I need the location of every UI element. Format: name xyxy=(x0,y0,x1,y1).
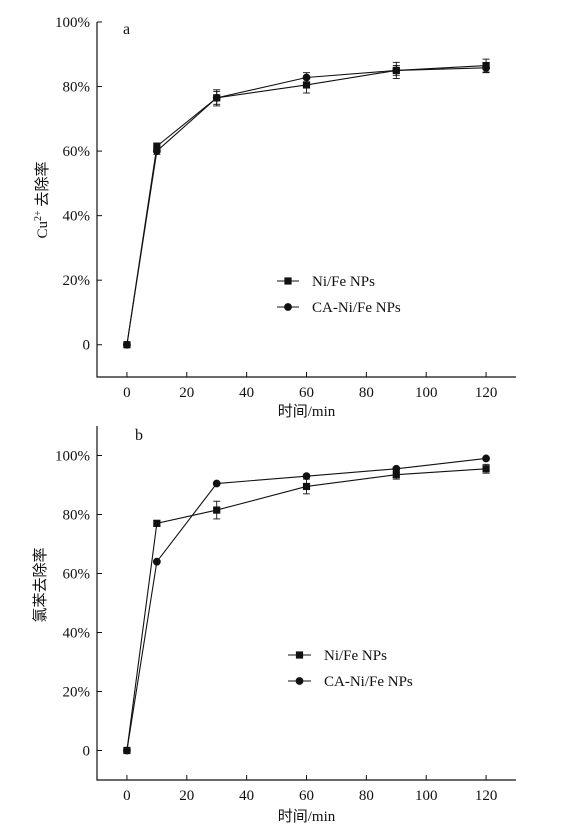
data-point-square xyxy=(482,465,490,473)
legend: Ni/Fe NPs CA-Ni/Fe NPs xyxy=(277,274,401,316)
data-point-circle xyxy=(392,66,401,75)
data-point-circle xyxy=(152,557,161,566)
y-tick-label: 20% xyxy=(63,273,91,289)
data-point-square xyxy=(153,519,161,527)
panel-label: b xyxy=(135,427,143,444)
y-axis-label: Cu2+ 去除率 xyxy=(33,162,51,239)
x-tick-label: 0 xyxy=(123,385,131,401)
legend-marker-square xyxy=(284,277,292,285)
data-point-circle xyxy=(212,479,221,488)
data-point-square xyxy=(153,142,161,150)
data-point-circle xyxy=(212,93,221,102)
x-tick-label: 20 xyxy=(179,788,194,804)
chart-panel-a: 0 20% 40% 60% 80% 100% 0 20 40 60 80 100 120 a 时间/min C… xyxy=(33,15,516,420)
x-tick-label: 60 xyxy=(299,788,314,804)
y-tick-label: 100% xyxy=(55,449,90,465)
x-tick-label: 120 xyxy=(475,385,498,401)
data-point-circle xyxy=(482,63,490,72)
y-tick-label: 80% xyxy=(63,80,91,96)
axis-frame xyxy=(96,22,516,378)
x-tick-label: 60 xyxy=(299,385,314,401)
x-tick-label: 80 xyxy=(359,385,374,401)
series-line xyxy=(126,67,487,345)
x-axis-label: 时间/min xyxy=(278,403,336,420)
data-point-square xyxy=(213,506,221,514)
data-point-circle xyxy=(302,472,311,481)
legend-marker-square xyxy=(295,651,304,659)
y-tick-label: 40% xyxy=(63,209,91,225)
y-tick-label: 100% xyxy=(55,15,90,31)
data-point-circle xyxy=(123,340,131,349)
x-tick-label: 80 xyxy=(359,788,374,804)
panel-label: a xyxy=(123,21,130,38)
legend-label: Ni/Fe NPs xyxy=(324,648,387,664)
y-tick-label: 0 xyxy=(83,338,91,354)
legend-label: CA-Ni/Fe NPs xyxy=(312,300,401,316)
series-circle xyxy=(123,454,490,755)
x-tick-label: 120 xyxy=(475,788,498,804)
y-tick-label: 60% xyxy=(63,144,91,160)
y-axis-label: 氯苯去除率 xyxy=(32,547,49,622)
data-point-square xyxy=(392,471,400,479)
data-point-square xyxy=(302,81,311,89)
series-line xyxy=(126,468,487,751)
x-tick-label: 40 xyxy=(239,385,254,401)
x-tick-label: 100 xyxy=(415,788,438,804)
x-tick-label: 0 xyxy=(123,788,131,804)
data-point-circle xyxy=(152,147,161,155)
x-tick-label: 40 xyxy=(239,788,254,804)
data-point-circle xyxy=(392,464,401,473)
chart-panel-b: 0 20% 40% 60% 80% 100% 0 20 40 60 80 100 120 b 时间/min 氯… xyxy=(32,426,516,825)
axis-frame xyxy=(96,426,516,781)
legend-label: Ni/Fe NPs xyxy=(312,274,375,290)
legend-label: CA-Ni/Fe NPs xyxy=(324,674,413,690)
series-square xyxy=(123,463,490,755)
y-tick-label: 20% xyxy=(63,685,91,701)
data-point-circle xyxy=(482,454,490,463)
series-square xyxy=(123,58,490,349)
data-point-circle xyxy=(123,746,131,755)
x-axis-label: 时间/min xyxy=(278,808,336,825)
legend: Ni/Fe NPs CA-Ni/Fe NPs xyxy=(288,648,413,690)
series-line xyxy=(126,457,487,751)
y-tick-label: 40% xyxy=(63,626,91,642)
y-tick-label: 0 xyxy=(83,744,91,760)
y-tick-label: 80% xyxy=(63,508,91,524)
x-tick-label: 20 xyxy=(179,385,194,401)
series-circle xyxy=(123,62,490,349)
legend-marker-circle xyxy=(295,677,304,685)
y-tick-label: 60% xyxy=(63,567,91,583)
legend-marker-circle xyxy=(284,303,292,311)
data-point-circle xyxy=(302,73,311,82)
series-line xyxy=(126,65,487,345)
x-tick-label: 100 xyxy=(415,385,438,401)
data-point-square xyxy=(302,482,311,491)
